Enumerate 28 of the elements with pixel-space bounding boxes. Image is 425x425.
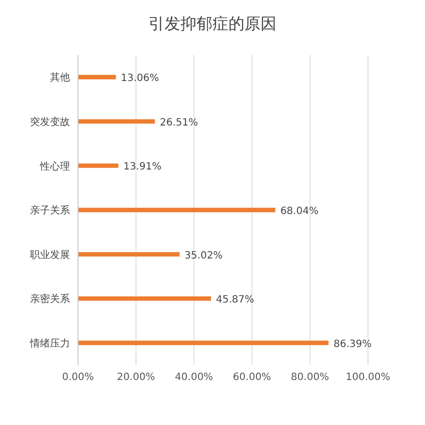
bar bbox=[78, 296, 212, 301]
chart-title: 引发抑郁症的原因 bbox=[148, 14, 278, 35]
bar bbox=[78, 119, 155, 124]
data-label: 35.02% bbox=[184, 250, 223, 262]
data-label: 86.39% bbox=[334, 338, 372, 350]
bar bbox=[78, 340, 329, 346]
x-tick-label: 60.00% bbox=[232, 372, 272, 384]
y-tick-label: 突发变故 bbox=[30, 116, 70, 128]
x-tick-label: 80.00% bbox=[290, 372, 330, 384]
data-label: 68.04% bbox=[280, 206, 318, 217]
data-label: 13.06% bbox=[120, 73, 160, 84]
bar bbox=[78, 74, 116, 80]
data-label: 26.51% bbox=[160, 117, 198, 128]
x-tick-label: 20.00% bbox=[116, 372, 156, 384]
y-tick-label: 其他 bbox=[50, 72, 70, 84]
data-label: 45.87% bbox=[216, 294, 254, 306]
bar bbox=[78, 252, 180, 256]
x-tick-label: 100.00% bbox=[346, 372, 390, 384]
x-tick-label: 0.00% bbox=[62, 372, 94, 384]
y-tick-label: 情绪压力 bbox=[29, 337, 70, 350]
y-tick-label: 亲子关系 bbox=[30, 204, 70, 217]
y-tick-label: 亲密关系 bbox=[30, 293, 70, 306]
y-tick-label: 性心理 bbox=[39, 160, 70, 172]
y-tick-label: 职业发展 bbox=[30, 248, 70, 261]
bar bbox=[78, 164, 118, 168]
x-tick-label: 40.00% bbox=[174, 372, 214, 384]
data-label: 13.91% bbox=[123, 162, 162, 173]
bar bbox=[78, 208, 276, 212]
